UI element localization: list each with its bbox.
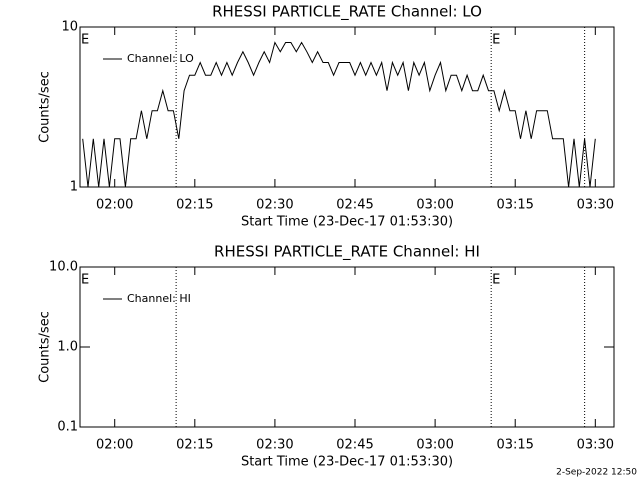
x-tick-label: 02:30 <box>256 438 293 453</box>
footer-timestamp: 2-Sep-2022 12:50 <box>556 468 637 478</box>
y-tick-label: 0.1 <box>57 420 78 435</box>
axes-frame <box>79 26 615 188</box>
x-tick-label: 02:30 <box>256 198 293 213</box>
x-tick-label: 02:15 <box>176 198 213 213</box>
y-tick-label: 1.0 <box>57 340 78 355</box>
event-flag: E <box>492 33 500 48</box>
y-tick-label: 10.0 <box>49 260 78 275</box>
x-tick-label: 02:00 <box>96 438 133 453</box>
event-flag: E <box>492 273 500 288</box>
x-tick-label: 02:45 <box>336 198 373 213</box>
x-tick-label: 03:30 <box>577 438 614 453</box>
x-tick-label: 03:15 <box>496 198 533 213</box>
x-axis-label: Start Time (23-Dec-17 01:53:30) <box>241 215 453 230</box>
x-tick-label: 03:00 <box>416 198 453 213</box>
x-tick-label: 03:00 <box>416 438 453 453</box>
y-axis-label: Counts/sec <box>38 311 53 383</box>
chart-title: RHESSI PARTICLE_RATE Channel: LO <box>212 3 482 22</box>
x-tick-label: 02:00 <box>96 198 133 213</box>
chart-title: RHESSI PARTICLE_RATE Channel: HI <box>214 243 480 262</box>
event-flag: E <box>81 273 89 288</box>
y-axis-label: Counts/sec <box>38 71 53 143</box>
y-tick-label: 1 <box>70 180 78 195</box>
x-axis-label: Start Time (23-Dec-17 01:53:30) <box>241 455 453 470</box>
legend-label: Channel: HI <box>127 292 191 305</box>
x-tick-label: 02:15 <box>176 438 213 453</box>
x-tick-label: 03:15 <box>496 438 533 453</box>
event-flag: E <box>81 33 89 48</box>
x-tick-label: 03:30 <box>577 198 614 213</box>
data-line <box>82 41 596 188</box>
x-tick-label: 02:45 <box>336 438 373 453</box>
y-tick-label: 10 <box>61 20 78 35</box>
legend-label: Channel: LO <box>127 52 194 65</box>
